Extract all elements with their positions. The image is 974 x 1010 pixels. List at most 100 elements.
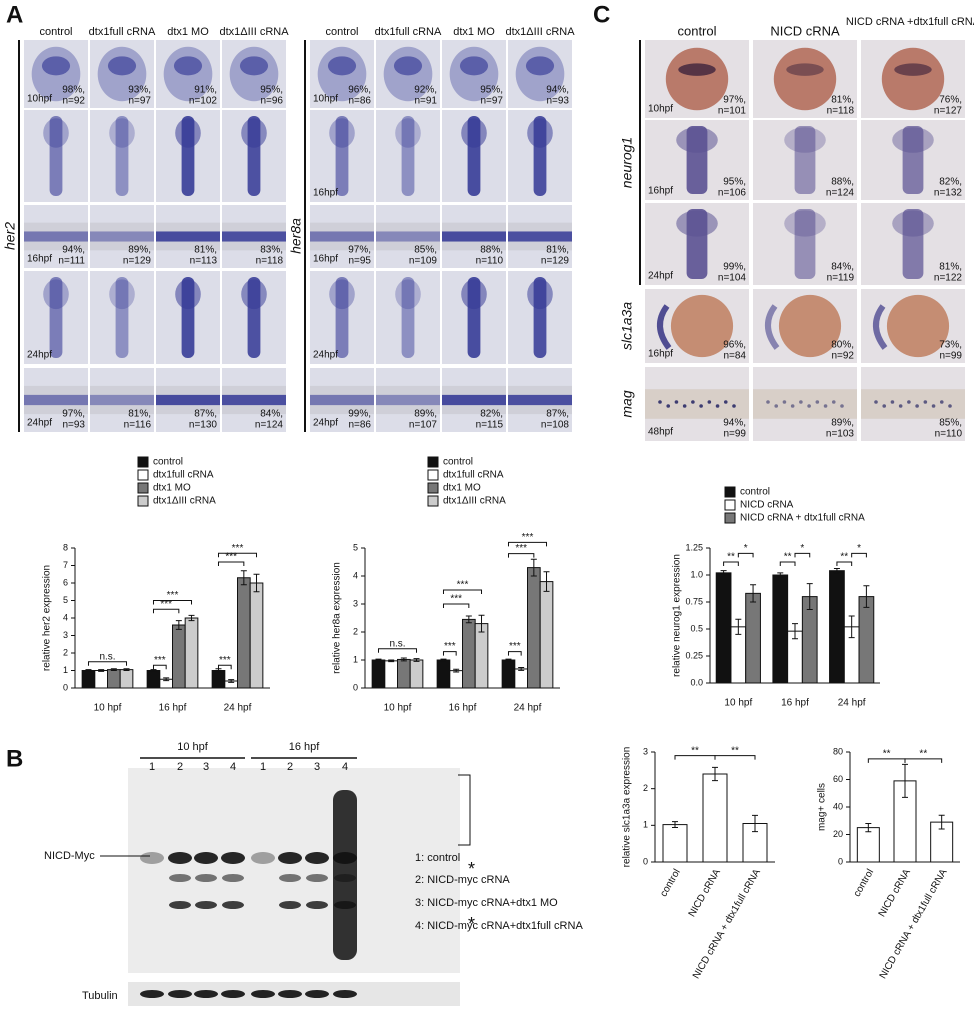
percentage: 94%,	[723, 418, 746, 429]
embryo-head	[676, 210, 718, 237]
x-tick-label: 24 hpf	[838, 698, 866, 709]
embryo-stain	[401, 116, 415, 196]
error-bar	[777, 572, 784, 578]
embryo-head	[395, 118, 421, 148]
bar	[730, 626, 747, 684]
significance-label: n.s.	[99, 651, 115, 662]
error-bar	[188, 614, 195, 622]
embryo-stain	[525, 56, 555, 76]
error-bar	[400, 657, 407, 662]
y-tick-label: 0	[63, 682, 68, 692]
error-bar	[98, 669, 105, 672]
legend-swatch	[724, 486, 736, 498]
legend-label: control	[153, 457, 183, 468]
sample-size: n=101	[718, 106, 747, 117]
band	[140, 990, 164, 998]
stained-cell	[807, 404, 811, 408]
embryo-head	[241, 279, 267, 310]
tissue	[753, 389, 857, 419]
embryo-stain	[335, 116, 349, 196]
sample-size: n=124	[826, 188, 855, 199]
y-axis-label: relative neurog1 expression	[672, 554, 683, 677]
percentage: 97%,	[62, 409, 85, 420]
tissue	[376, 385, 440, 415]
group-label: 16 hpf	[289, 741, 321, 753]
embryo-stain	[115, 277, 129, 358]
embryo	[778, 294, 842, 358]
significance-bracket	[442, 651, 457, 656]
y-tick-label: 20	[833, 829, 843, 839]
embryo-stain	[902, 209, 924, 279]
stage: 10hpf	[648, 104, 673, 115]
significance-bracket	[794, 552, 811, 558]
legend-entry: 2: NICD-myc cRNA	[415, 874, 510, 886]
x-tick-label: control	[852, 867, 877, 898]
stained-cell	[715, 404, 720, 408]
embryo-stain	[376, 231, 440, 242]
embryo-stain	[657, 304, 672, 350]
y-tick-label: 1.25	[685, 542, 703, 552]
embryo-stain	[90, 231, 154, 242]
bar	[436, 659, 451, 689]
stage: 10hpf	[313, 94, 338, 105]
column-header: control	[39, 26, 72, 38]
embryo-stain	[156, 394, 220, 406]
lane-label: 3	[314, 761, 320, 773]
embryo-stain	[222, 231, 286, 242]
significance-label: ***	[515, 543, 527, 554]
legend-label: dtx1 MO	[153, 483, 191, 494]
percentage: 97%,	[723, 95, 746, 106]
embryo-head	[784, 210, 826, 237]
stained-cell	[831, 400, 836, 404]
embryo-stain	[401, 277, 415, 358]
percentage: 88%,	[831, 177, 854, 188]
band	[222, 874, 244, 882]
significance-bracket	[442, 603, 470, 608]
y-tick-label: 5	[63, 595, 68, 605]
stained-cell	[815, 400, 820, 404]
legend-swatch	[427, 469, 439, 481]
bar	[527, 567, 541, 689]
column-header: NICD cRNA +dtx1full cRNA	[846, 16, 974, 28]
legend-entry: 1: control	[415, 852, 460, 864]
significance-bracket	[851, 552, 867, 558]
sample-size: n=93	[546, 96, 569, 107]
band	[194, 852, 218, 864]
lane-label: 4	[342, 761, 348, 773]
y-axis-label: relative her8a expression	[332, 562, 343, 674]
legend-label: control	[740, 487, 770, 498]
x-tick-label: NICD cRNA + dtx1full cRNA	[691, 867, 763, 981]
stained-cell	[732, 404, 736, 408]
percentage: 92%,	[414, 85, 437, 96]
y-tick-label: 3	[353, 598, 358, 608]
error-bar	[720, 570, 727, 576]
embryo-stain	[156, 231, 220, 242]
x-tick-label: NICD cRNA	[877, 867, 913, 919]
embryo-stain	[90, 394, 154, 406]
bar	[449, 670, 464, 689]
significance-label: ***	[450, 594, 462, 605]
percentage: 96%,	[348, 85, 371, 96]
bar	[829, 570, 845, 684]
marker: *	[468, 859, 475, 879]
bar	[772, 574, 789, 684]
sample-size: n=99	[939, 351, 962, 362]
significance-label: **	[784, 552, 792, 563]
significance-label: ***	[232, 543, 244, 554]
embryo-stain	[376, 394, 440, 406]
bar	[474, 623, 489, 689]
legend-label: NICD cRNA	[740, 500, 794, 511]
significance-bracket	[779, 561, 796, 567]
significance-label: *	[744, 543, 748, 554]
bar	[409, 659, 424, 689]
error-bar	[163, 677, 170, 682]
significance-bracket	[507, 541, 548, 547]
gene-label: mag	[619, 390, 635, 417]
embryo-stain	[508, 231, 572, 242]
embryo-stain	[393, 56, 423, 76]
stained-cell	[699, 404, 703, 408]
band	[221, 990, 245, 998]
embryo-stain	[678, 63, 716, 76]
stage: 16hpf	[27, 254, 52, 265]
significance-bracket	[442, 589, 483, 594]
